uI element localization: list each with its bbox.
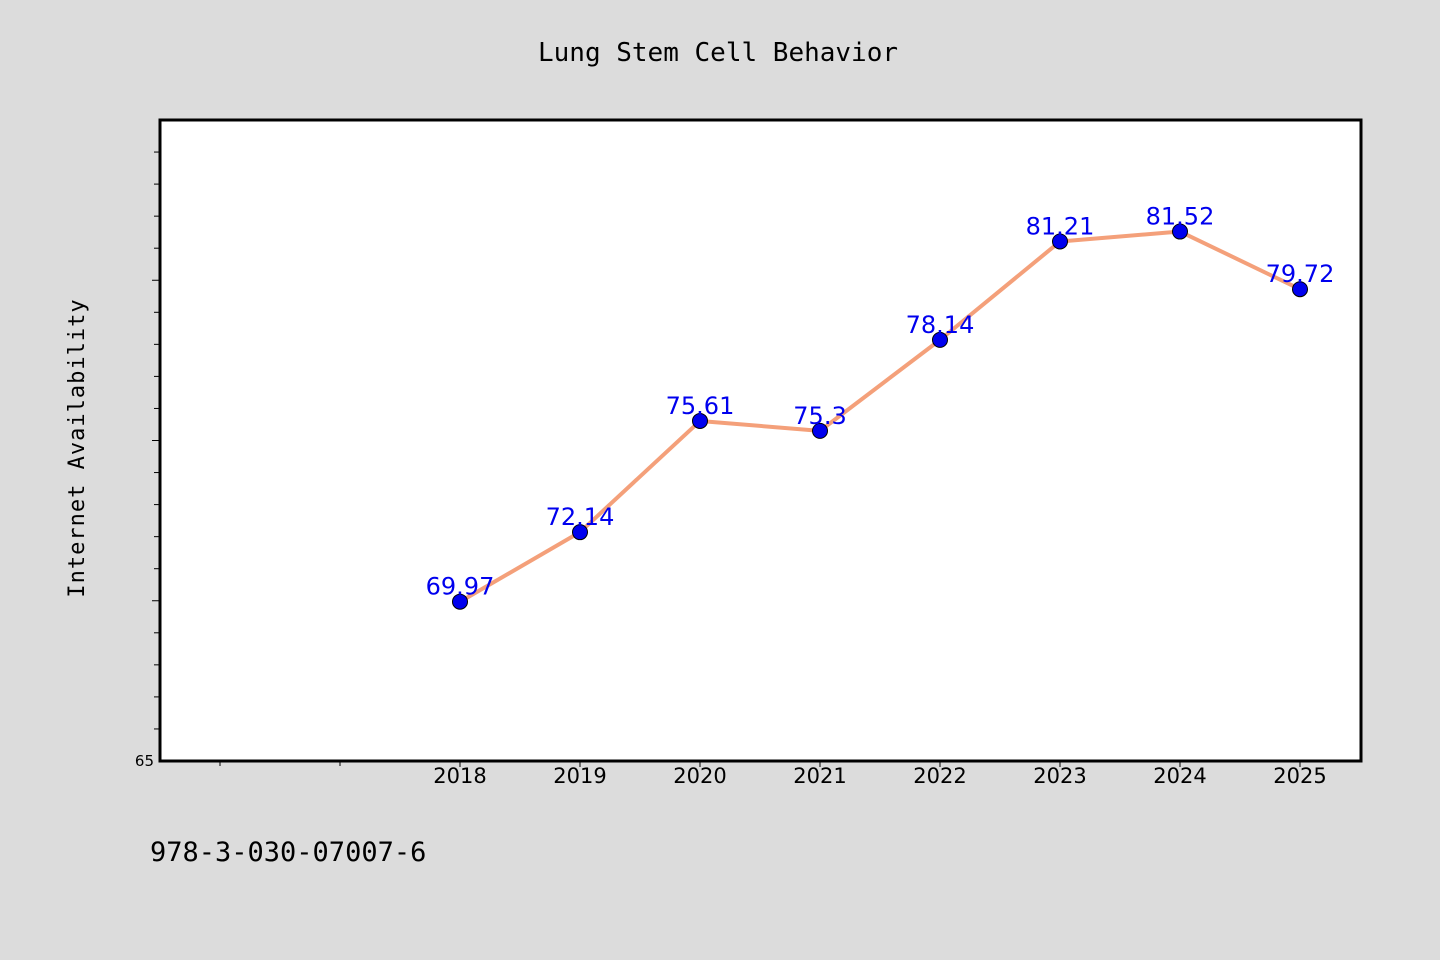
x-tick-label: 2019 [553,764,606,788]
x-tick-label: 2023 [1033,764,1086,788]
x-axis-ticks: 2018 2019 2020 2021 2022 2023 2024 2025 [219,761,1327,788]
data-series: 69.97 72.14 75.61 75.3 78.14 81.21 81.52 79.72 [426,203,1335,610]
chart-title: Lung Stem Cell Behavior [538,38,898,68]
data-point [1172,223,1188,240]
y-axis-ticks: 65 [135,151,160,770]
data-label: 78.14 [906,311,975,339]
data-point [1052,233,1068,250]
y-axis-label: Internet Availability [65,298,90,597]
x-tick-label: 2020 [673,764,726,788]
isbn-footer: 978-3-030-07007-6 [150,837,426,868]
data-point [452,593,468,610]
y-tick-label: 65 [135,752,154,770]
plot-area [158,118,1363,763]
x-tick-label: 2022 [913,764,966,788]
data-label: 79.72 [1266,260,1335,288]
data-point [572,524,588,541]
data-point [812,422,828,439]
x-tick-label: 2025 [1273,764,1326,788]
data-point [692,412,708,429]
data-point [932,331,948,348]
data-label: 72.14 [546,503,615,531]
data-label: 81.52 [1146,203,1215,231]
data-point [1292,281,1308,298]
series-line [458,229,1301,604]
x-tick-label: 2018 [433,764,486,788]
data-label: 75.3 [793,402,846,430]
data-label: 69.97 [426,573,495,601]
x-tick-label: 2021 [793,764,846,788]
data-label: 81.21 [1026,212,1095,240]
data-label: 75.61 [666,392,735,420]
x-tick-label: 2024 [1153,764,1206,788]
